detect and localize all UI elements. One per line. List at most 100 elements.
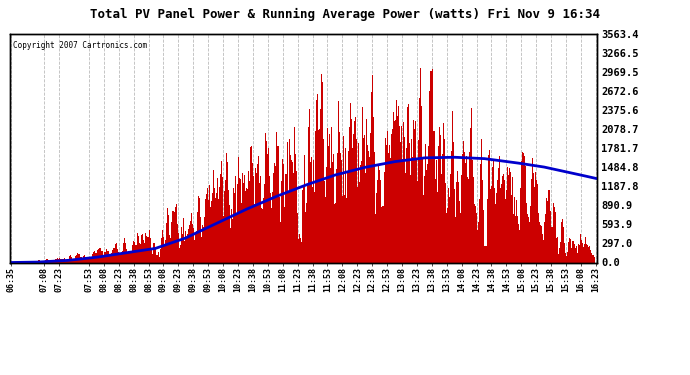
- Bar: [486, 246, 487, 262]
- Bar: [221, 177, 223, 262]
- Bar: [70, 255, 72, 262]
- Bar: [415, 122, 417, 262]
- Bar: [128, 251, 129, 262]
- Bar: [584, 244, 585, 262]
- Bar: [176, 204, 177, 262]
- Bar: [449, 197, 450, 262]
- Bar: [97, 250, 98, 262]
- Bar: [298, 239, 299, 262]
- Bar: [511, 195, 512, 262]
- Bar: [479, 199, 480, 262]
- Bar: [523, 153, 524, 262]
- Bar: [417, 181, 418, 262]
- Bar: [500, 188, 501, 262]
- Bar: [569, 239, 571, 262]
- Bar: [433, 130, 434, 262]
- Bar: [283, 164, 284, 262]
- Bar: [537, 184, 538, 262]
- Bar: [118, 252, 119, 262]
- Bar: [333, 154, 334, 262]
- Bar: [82, 259, 83, 262]
- Bar: [313, 160, 314, 262]
- Bar: [521, 161, 522, 262]
- Bar: [296, 171, 297, 262]
- Bar: [380, 180, 381, 262]
- Bar: [436, 160, 437, 262]
- Bar: [538, 213, 539, 262]
- Bar: [294, 126, 295, 262]
- Bar: [41, 261, 43, 262]
- Bar: [560, 222, 562, 262]
- Bar: [134, 242, 135, 262]
- Bar: [235, 213, 237, 262]
- Bar: [137, 233, 138, 262]
- Bar: [502, 176, 503, 262]
- Bar: [312, 188, 313, 262]
- Bar: [155, 247, 156, 262]
- Bar: [514, 197, 515, 262]
- Bar: [86, 258, 88, 262]
- Bar: [533, 174, 534, 262]
- Bar: [174, 212, 175, 262]
- Bar: [411, 139, 413, 262]
- Bar: [522, 152, 523, 262]
- Bar: [208, 185, 210, 262]
- Bar: [488, 155, 489, 262]
- Bar: [553, 207, 555, 262]
- Bar: [505, 199, 506, 262]
- Bar: [482, 180, 483, 262]
- Bar: [381, 207, 382, 262]
- Text: Copyright 2007 Cartronics.com: Copyright 2007 Cartronics.com: [13, 40, 148, 50]
- Bar: [290, 155, 291, 262]
- Bar: [578, 244, 580, 262]
- Bar: [494, 188, 495, 262]
- Bar: [534, 187, 535, 262]
- Bar: [248, 171, 249, 262]
- Bar: [435, 178, 436, 262]
- Bar: [473, 177, 474, 262]
- Bar: [420, 68, 422, 262]
- Bar: [157, 255, 158, 262]
- Bar: [512, 177, 513, 262]
- Bar: [116, 243, 117, 262]
- Bar: [165, 240, 166, 262]
- Bar: [520, 188, 521, 262]
- Bar: [63, 258, 65, 262]
- Bar: [203, 228, 204, 262]
- Bar: [166, 223, 167, 262]
- Bar: [158, 252, 159, 262]
- Bar: [458, 182, 459, 262]
- Bar: [349, 127, 350, 262]
- Bar: [557, 237, 558, 262]
- Bar: [154, 243, 155, 262]
- Bar: [315, 131, 316, 262]
- Bar: [320, 109, 321, 262]
- Bar: [170, 238, 171, 262]
- Bar: [175, 207, 176, 262]
- Bar: [68, 257, 70, 262]
- Bar: [187, 234, 188, 262]
- Bar: [314, 192, 315, 262]
- Bar: [253, 176, 255, 262]
- Bar: [228, 205, 230, 262]
- Bar: [485, 246, 486, 262]
- Bar: [555, 238, 557, 262]
- Bar: [371, 92, 372, 262]
- Bar: [322, 82, 323, 262]
- Bar: [249, 181, 250, 262]
- Bar: [591, 254, 593, 262]
- Bar: [492, 166, 493, 262]
- Bar: [141, 235, 142, 262]
- Bar: [124, 238, 125, 262]
- Bar: [271, 208, 273, 262]
- Bar: [189, 225, 190, 262]
- Bar: [193, 228, 194, 262]
- Bar: [171, 222, 172, 262]
- Bar: [334, 204, 335, 262]
- Bar: [462, 154, 463, 262]
- Bar: [117, 249, 118, 262]
- Bar: [517, 216, 518, 262]
- Bar: [129, 251, 130, 262]
- Bar: [66, 260, 68, 262]
- Bar: [374, 152, 375, 262]
